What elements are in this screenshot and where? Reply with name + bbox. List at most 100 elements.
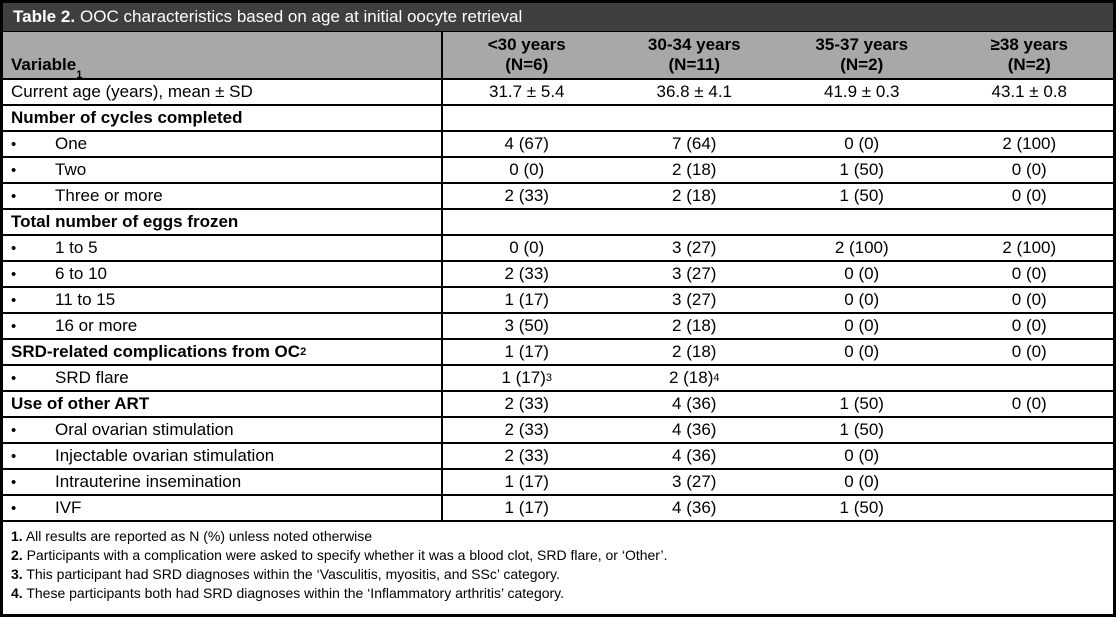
value-cell: 0 (0) — [778, 132, 946, 156]
row-label: • Three or more — [3, 184, 443, 208]
value-text: 0 (0) — [1011, 290, 1047, 309]
table-row: • Oral ovarian stimulation 2 (33) 4 (36) 1 (… — [3, 418, 1113, 444]
row-label: • 6 to 10 — [3, 262, 443, 286]
value-text: 0 (0) — [509, 238, 545, 257]
value-text: 1 (17) — [504, 498, 549, 517]
value-text: 1 (50) — [839, 160, 884, 179]
row-label: • Oral ovarian stimulation — [3, 418, 443, 442]
value-cell — [946, 210, 1114, 234]
row-label-text: Total number of eggs frozen — [11, 212, 239, 231]
value-cell — [946, 418, 1114, 442]
value-text: 1 (50) — [839, 498, 884, 517]
value-cell: 4 (36) — [611, 392, 779, 416]
value-text: 3 (27) — [672, 238, 717, 257]
row-label-text: 16 or more — [55, 316, 138, 335]
column-header-line1: 35-37 years — [815, 35, 909, 54]
bullet-icon: • — [11, 135, 17, 153]
row-label: • IVF — [3, 496, 443, 520]
value-cell — [611, 106, 779, 130]
value-text: 2 (18) — [672, 186, 717, 205]
value-text: 0 (0) — [844, 264, 880, 283]
table-row: • IVF 1 (17) 4 (36) 1 (50) — [3, 496, 1113, 522]
value-cell — [778, 210, 946, 234]
value-text: 3 (27) — [672, 290, 717, 309]
value-text: 0 (0) — [1011, 342, 1047, 361]
value-cell: 1 (50) — [778, 392, 946, 416]
age-group-column-header: 35-37 years (N=2) — [778, 32, 946, 78]
value-text: 3 (50) — [504, 316, 549, 335]
column-header-line2: (N=2) — [840, 55, 884, 74]
value-cell — [443, 210, 611, 234]
value-cell: 0 (0) — [778, 470, 946, 494]
table-row: Number of cycles completed — [3, 106, 1113, 132]
table-row: • One 4 (67) 7 (64) 0 (0) 2 (100) — [3, 132, 1113, 158]
value-cell — [611, 210, 779, 234]
value-cell: 0 (0) — [443, 236, 611, 260]
value-cell: 0 (0) — [946, 288, 1114, 312]
table-row: • Two 0 (0) 2 (18) 1 (50) 0 (0) — [3, 158, 1113, 184]
value-text: 2 (33) — [504, 420, 549, 439]
footnote-text: Participants with a complication were as… — [26, 547, 668, 563]
value-cell: 0 (0) — [778, 314, 946, 338]
value-cell — [443, 106, 611, 130]
bullet-icon: • — [11, 447, 17, 465]
row-label: • 11 to 15 — [3, 288, 443, 312]
value-cell: 2 (18) 4 — [668, 368, 720, 387]
value-cell — [946, 366, 1114, 390]
value-text: 31.7 ± 5.4 — [489, 82, 565, 101]
column-header-line1: ≥38 years — [990, 35, 1068, 54]
row-label: SRD-related complications from OC 2 — [3, 340, 443, 364]
value-cell: 41.9 ± 0.3 — [778, 80, 946, 104]
value-cell: 1 (50) — [778, 184, 946, 208]
value-cell: 3 (27) — [611, 262, 779, 286]
value-text: 2 (18) — [668, 368, 714, 387]
bullet-icon: • — [11, 499, 17, 517]
footnote-text: This participant had SRD diagnoses withi… — [26, 566, 560, 582]
table-body: Current age (years), mean ± SD 31.7 ± 5.4… — [3, 80, 1113, 522]
value-cell: 4 (67) — [443, 132, 611, 156]
value-cell: 1 (17) — [443, 340, 611, 364]
footnote: 2. Participants with a complication were… — [11, 546, 1105, 565]
value-cell: 1 (17) 3 — [501, 368, 553, 387]
table-title-bar: Table 2. OOC characteristics based on ag… — [3, 3, 1113, 32]
value-cell: 36.8 ± 4.1 — [611, 80, 779, 104]
variable-header-label: Variable — [11, 55, 77, 74]
value-cell — [946, 106, 1114, 130]
bullet-icon: • — [11, 187, 17, 205]
column-header-line2: (N=11) — [668, 55, 721, 74]
value-cell — [778, 366, 946, 390]
value-text: 41.9 ± 0.3 — [824, 82, 900, 101]
value-text: 2 (100) — [1002, 238, 1057, 257]
value-text: 1 (17) — [504, 290, 549, 309]
bullet-icon: • — [11, 291, 17, 309]
value-text: 2 (18) — [672, 342, 717, 361]
value-text: 2 (33) — [504, 264, 549, 283]
bullet-icon: • — [11, 239, 17, 257]
value-cell — [946, 496, 1114, 520]
footnote-number: 2. — [11, 547, 23, 563]
variable-column-header: Variable 1 — [3, 32, 443, 81]
row-label: Total number of eggs frozen — [3, 210, 443, 234]
value-cell: 0 (0) — [946, 262, 1114, 286]
row-label: • Injectable ovarian stimulation — [3, 444, 443, 468]
value-text: 0 (0) — [844, 316, 880, 335]
value-cell: 4 (36) — [611, 418, 779, 442]
value-text: 3 (27) — [672, 472, 717, 491]
footnote: 4. These participants both had SRD diagn… — [11, 584, 1105, 603]
value-cell — [946, 444, 1114, 468]
value-text: 0 (0) — [844, 134, 880, 153]
row-label-text: Three or more — [55, 186, 163, 205]
table-row: • Three or more 2 (33) 2 (18) 1 (50) 0 (0) — [3, 184, 1113, 210]
footnote-text: These participants both had SRD diagnose… — [26, 585, 565, 601]
value-cell: 1 (17) — [443, 288, 611, 312]
row-label: Use of other ART — [3, 392, 443, 416]
value-cell: 2 (100) — [946, 236, 1114, 260]
age-group-column-header: <30 years (N=6) — [443, 32, 611, 78]
row-label: • 1 to 5 — [3, 236, 443, 260]
value-cell: 0 (0) — [778, 288, 946, 312]
value-cell: 2 (18) — [611, 340, 779, 364]
value-text: 1 (17) — [501, 368, 546, 387]
value-cell: 1 (50) — [778, 418, 946, 442]
row-label-text: SRD-related complications from OC — [11, 342, 301, 361]
